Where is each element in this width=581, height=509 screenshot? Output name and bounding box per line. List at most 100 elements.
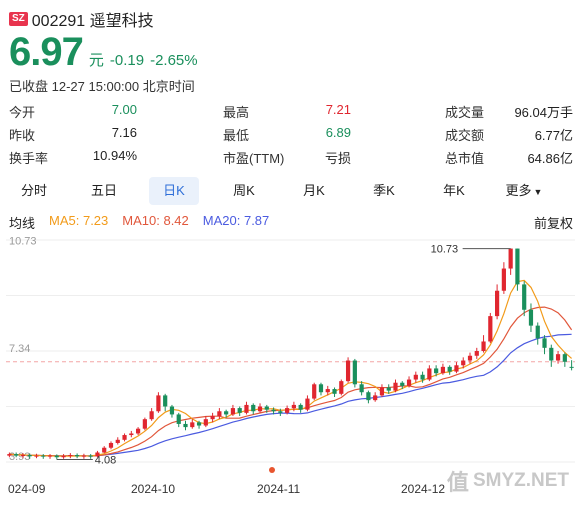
candle [190, 422, 195, 428]
candle [142, 419, 147, 429]
chevron-down-icon: ▼ [533, 187, 543, 197]
candle [81, 455, 86, 457]
watermark: 值 SMYZ.NET [447, 465, 569, 497]
y-tick-label: 7.34 [9, 343, 30, 355]
x-tick-label: 2024-12 [401, 482, 445, 496]
candle [501, 268, 506, 291]
ma5-value: MA5: 7.23 [49, 213, 109, 228]
candle [508, 248, 513, 269]
candle [467, 355, 473, 361]
candle [359, 384, 364, 393]
y-tick-label: 10.73 [9, 236, 37, 248]
stats-row: 昨收 7.16 最低 6.89 成交额 6.77亿 [9, 123, 573, 146]
tab-quarterly-k[interactable]: 季K [373, 183, 395, 198]
candle [312, 384, 317, 399]
candle [54, 455, 59, 458]
candle [515, 248, 520, 285]
candle [20, 455, 26, 457]
current-price: 6.97 [9, 30, 84, 74]
candle [129, 433, 134, 436]
tab-intraday[interactable]: 分时 [20, 183, 47, 198]
candle [224, 411, 229, 415]
candle [447, 366, 452, 372]
ma5-line [9, 279, 572, 457]
candle [488, 316, 493, 342]
candle [75, 455, 80, 457]
price-row: 6.97 元 -0.19 -2.65% [9, 30, 198, 75]
candle [345, 360, 351, 382]
candle [88, 455, 93, 457]
candle [122, 435, 127, 440]
candle [427, 368, 432, 380]
candle [108, 442, 114, 448]
high-marker-label: 10.73 [431, 244, 459, 256]
x-tick-label: 024-09 [8, 482, 46, 496]
stock-code-name: 002291 遥望科技 [31, 13, 154, 30]
candle [386, 387, 391, 391]
candle [298, 404, 303, 410]
candle [528, 309, 534, 326]
stat-label: 成交量 [445, 105, 485, 120]
stat-label: 昨收 [9, 128, 36, 143]
stat-value: 6.77亿 [534, 128, 573, 143]
tab-more[interactable]: 更多 ▼ [499, 177, 549, 205]
candle [244, 404, 249, 413]
ma10-line [9, 306, 573, 457]
candle [562, 354, 567, 362]
candle [352, 360, 357, 385]
watermark-icon: 值 [446, 470, 469, 495]
ma10-value: MA10: 8.42 [122, 213, 189, 228]
tab-weekly-k[interactable]: 周K [233, 183, 255, 198]
candle [406, 379, 412, 386]
stat-label: 成交额 [445, 128, 485, 143]
candle [366, 392, 371, 401]
stat-market-cap: 总市值 64.86亿 [445, 148, 573, 167]
candle [156, 395, 161, 412]
candle [27, 455, 32, 457]
candle [549, 347, 554, 361]
candle [34, 455, 39, 457]
candle [237, 408, 242, 413]
stats-grid: 今开 7.00 最高 7.21 成交量 96.04万手 昨收 7.16 最低 6.89 成… [9, 100, 573, 169]
candle [176, 414, 181, 424]
ma-label: 均线 [9, 216, 36, 231]
ma-legend: 均线 MA5: 7.23 MA10: 8.42 MA20: 7.87 前复权 [9, 213, 573, 232]
candle [115, 439, 120, 443]
candle [461, 360, 466, 366]
candle [196, 422, 202, 426]
stat-value: 6.89 [325, 125, 351, 140]
candle [440, 366, 446, 374]
candle [373, 395, 378, 401]
ma20-value: MA20: 7.87 [202, 213, 270, 228]
candle [339, 381, 344, 394]
tab-daily-k[interactable]: 日K [149, 177, 199, 205]
stat-open: 今开 7.00 [9, 102, 137, 121]
candle [522, 284, 527, 310]
stat-value: 10.94% [92, 148, 137, 163]
candle [291, 404, 296, 409]
candle [95, 452, 100, 457]
stock-header: SZ 002291 遥望科技 [9, 7, 154, 31]
stat-turnover-rate: 换手率 10.94% [9, 148, 137, 167]
price-change-pct: -2.65% [150, 52, 198, 69]
candle [41, 455, 46, 457]
candle [210, 416, 215, 420]
stat-value: 96.04万手 [514, 105, 573, 120]
stat-value: 64.86亿 [527, 151, 573, 166]
candle [230, 408, 236, 415]
tab-five-day[interactable]: 五日 [90, 183, 117, 198]
candle [305, 398, 310, 410]
price-adjust-toggle[interactable]: 前复权 [533, 216, 573, 231]
tab-monthly-k[interactable]: 月K [303, 183, 325, 198]
candle [542, 338, 547, 348]
tab-yearly-k[interactable]: 年K [443, 183, 465, 198]
candle [400, 382, 405, 386]
candle [217, 411, 222, 417]
candle [68, 455, 73, 457]
price-unit: 元 [88, 52, 104, 69]
stat-volume: 成交量 96.04万手 [445, 102, 573, 121]
stat-value: 7.00 [111, 102, 137, 117]
candle [169, 406, 175, 415]
candle [203, 419, 208, 426]
price-change: -0.19 [109, 52, 145, 69]
